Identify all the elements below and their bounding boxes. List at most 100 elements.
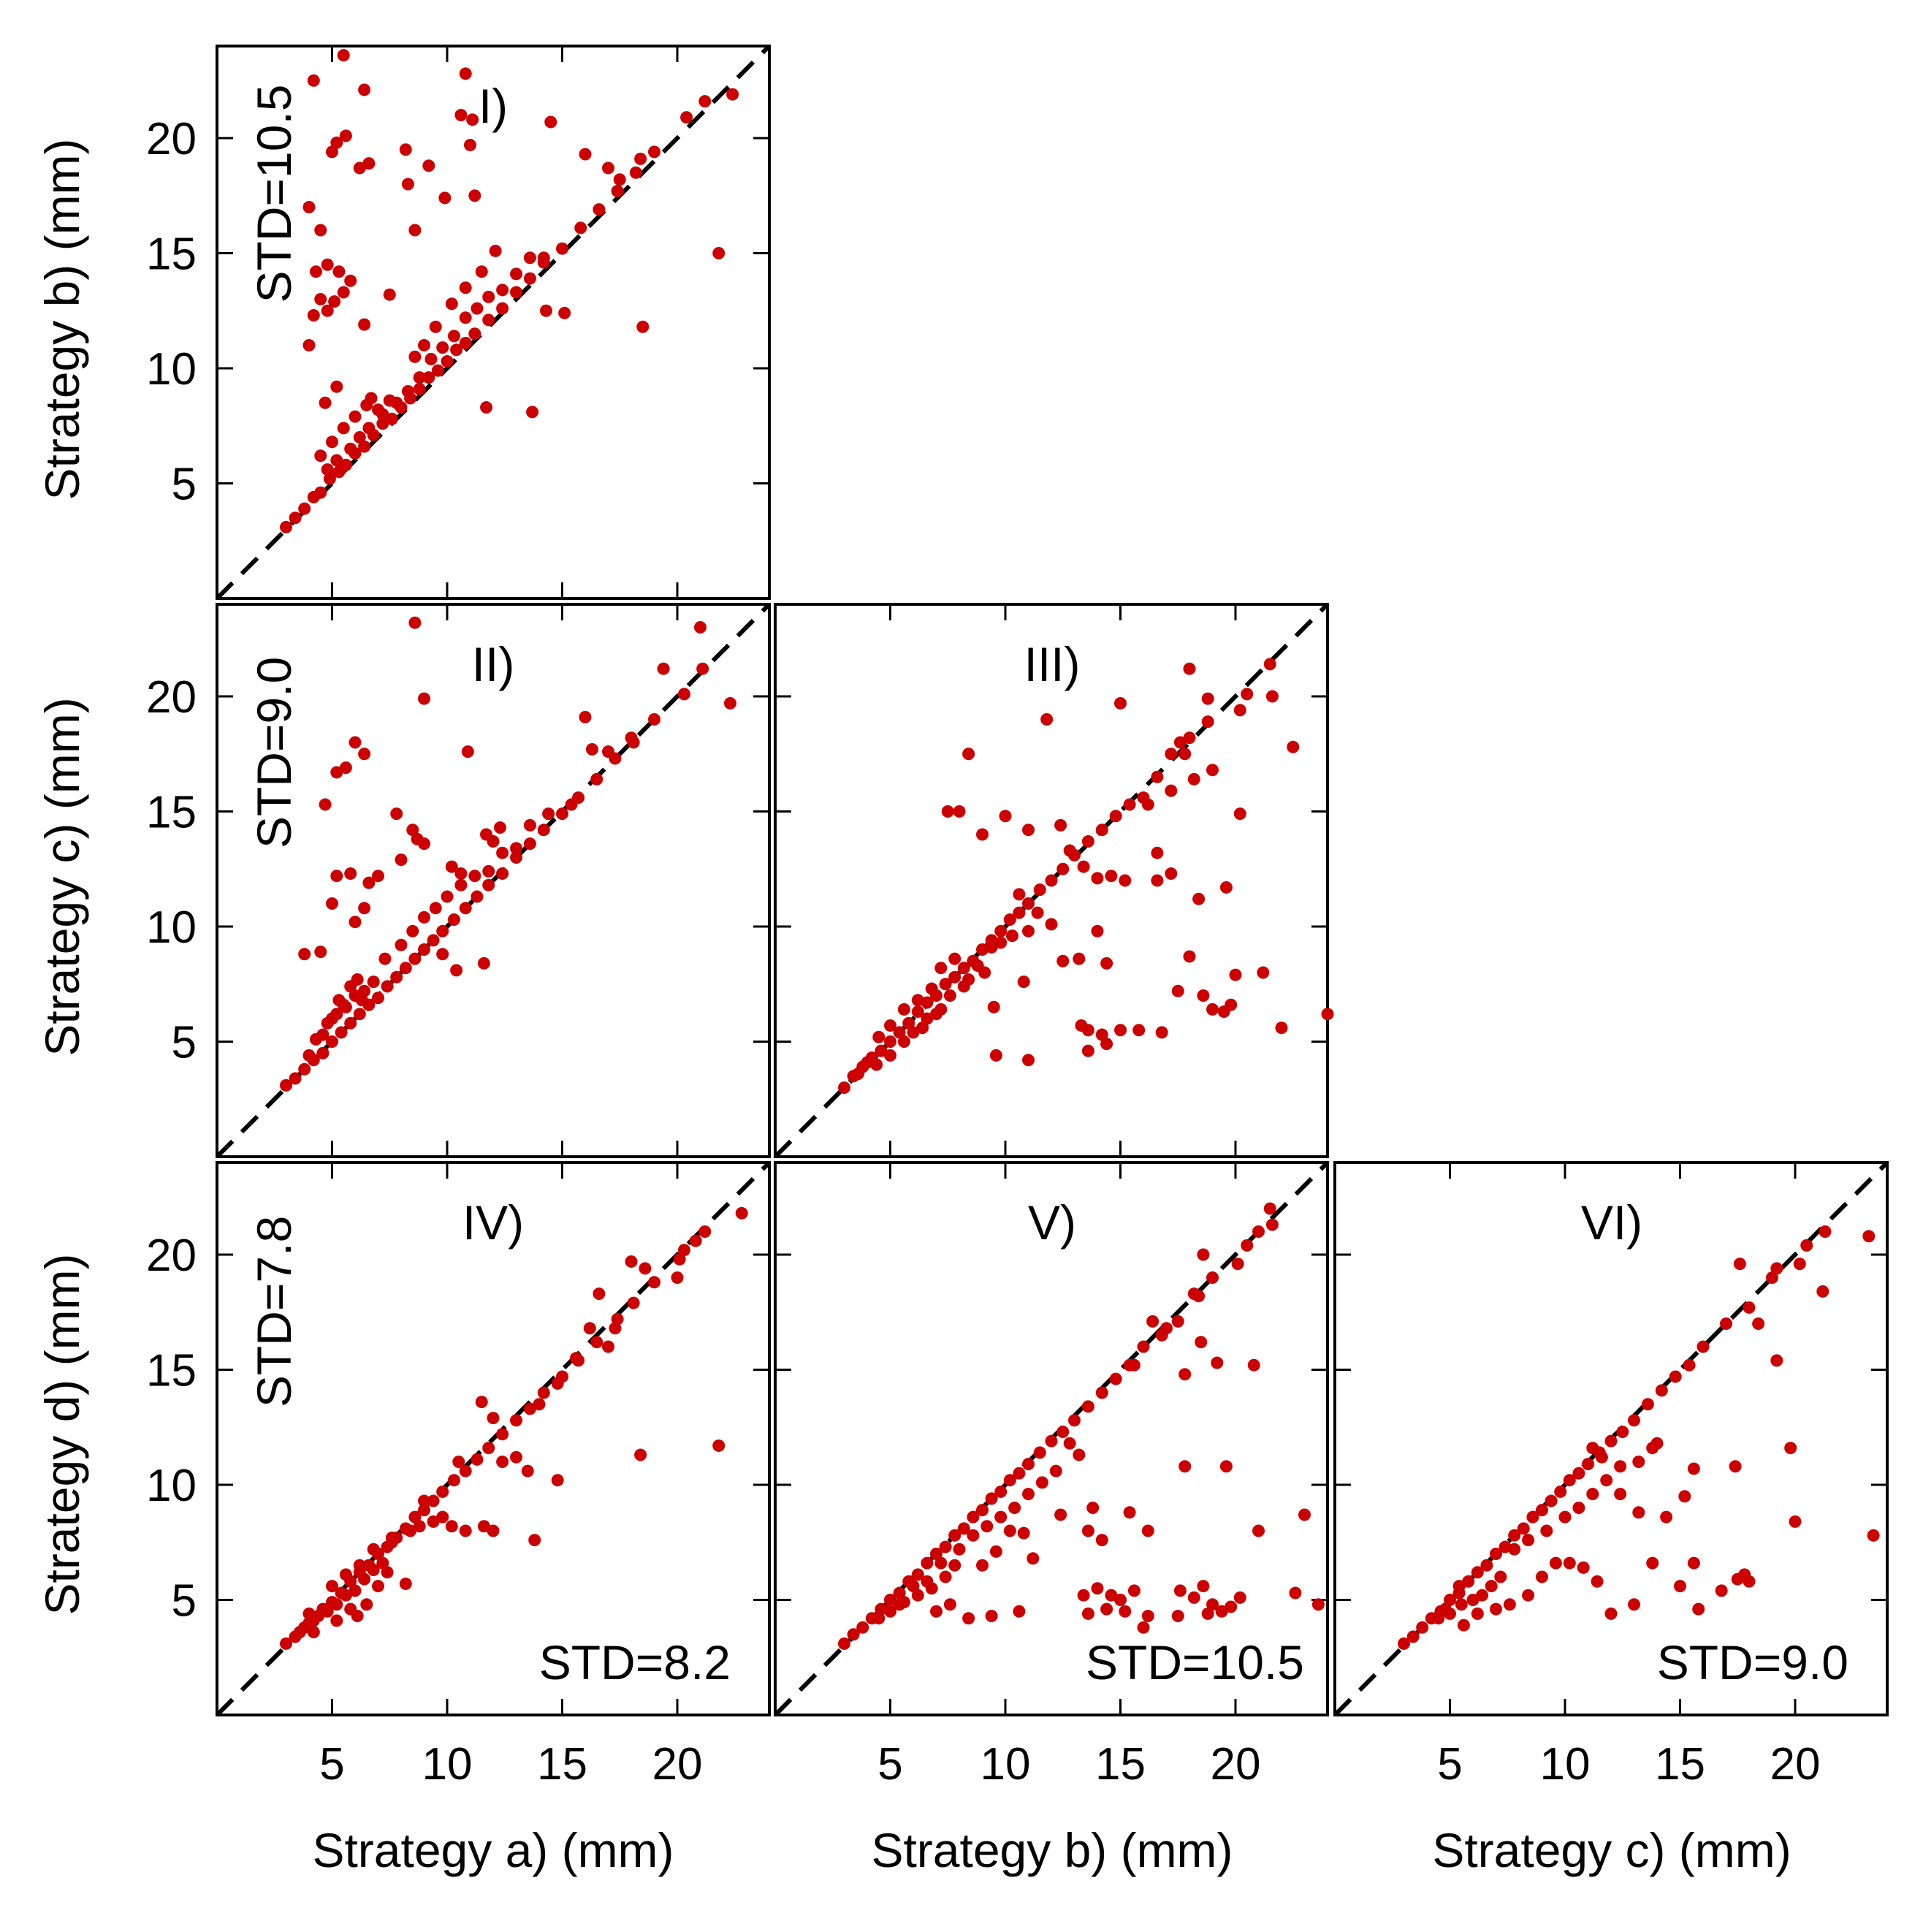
data-point [390,807,403,821]
y-tick-label: 10 [146,1461,197,1511]
data-point [957,962,970,975]
data-point [976,1504,989,1517]
data-point [1201,715,1214,729]
data-point [1439,1602,1452,1616]
data-point [471,890,484,903]
data-point [1077,1589,1090,1602]
data-point [1540,1524,1553,1537]
panel-label-III: III) [1024,637,1081,691]
row-std-label-3: STD=7.8 [247,1216,301,1407]
data-point [1471,1607,1484,1620]
y-tick-label: 15 [146,788,197,838]
data-point [316,1046,330,1060]
data-point [861,1056,874,1069]
data-point [459,281,472,294]
panel-label-VI: VI) [1581,1195,1642,1250]
data-point [1614,1488,1627,1501]
data-point [1171,984,1184,997]
panel-V: V) 5 10 15 20 [773,1160,1330,1790]
data-point [1572,1467,1585,1480]
data-point [735,1206,748,1220]
data-point [471,302,484,315]
data-point [1508,1529,1521,1542]
data-point [976,828,989,841]
y-tick-label: 5 [172,1576,197,1627]
data-point [406,824,419,837]
data-point [487,1524,500,1537]
data-point [1321,1008,1334,1021]
data-point [330,1598,343,1611]
data-point [953,805,966,818]
data-point [344,274,357,287]
data-point [280,1637,292,1650]
data-point [367,1543,380,1556]
data-point [639,1262,652,1275]
data-point [475,1396,488,1409]
data-point [1591,1575,1604,1588]
data-point [585,742,598,756]
data-point [1054,1508,1067,1521]
data-point [378,952,392,965]
data-point [602,1340,614,1353]
data-point [1075,1019,1088,1032]
data-point [372,870,384,883]
x-tick-label: 15 [1095,1739,1146,1790]
data-point [1545,1494,1558,1507]
data-point [957,1522,970,1535]
data-point [1137,1340,1150,1353]
x-tick-label: 20 [652,1739,703,1790]
data-point [1073,952,1086,965]
data-point [321,304,334,317]
data-point [574,221,587,235]
data-point [1114,696,1127,710]
data-point [1091,924,1104,938]
data-point [1022,1054,1035,1067]
data-point [376,408,389,421]
data-point [851,1068,864,1081]
y-tick-label: 5 [172,460,197,510]
data-point [362,157,376,170]
data-point [358,318,371,331]
data-point [634,1448,647,1461]
data-point [365,392,378,405]
data-point [450,964,463,977]
data-point [1650,1437,1664,1450]
data-point [1132,1024,1146,1037]
data-point [298,1062,311,1076]
data-point [551,1474,564,1487]
data-point [1800,1239,1813,1252]
panel-III: III) [773,602,1334,1159]
data-point [875,1044,888,1057]
data-point [1867,1529,1880,1542]
data-point [447,330,460,343]
data-point [408,224,422,237]
data-point [510,842,522,855]
data-point [978,966,991,979]
data-point [418,910,430,924]
data-point [1056,954,1070,967]
data-point [902,1016,915,1030]
data-point [1183,950,1196,963]
data-point [326,1580,338,1593]
data-point [943,1598,956,1611]
data-point [1031,906,1044,919]
data-point [1022,1458,1035,1471]
data-point [696,662,709,675]
data-point [1789,1515,1802,1528]
data-point [1095,824,1108,837]
data-point [1119,1605,1132,1618]
x-tick-label: 15 [1655,1739,1705,1790]
data-point [1687,1462,1700,1475]
data-point [1081,1400,1094,1413]
data-point [1017,975,1030,989]
data-point [436,341,449,354]
data-point [418,1504,430,1517]
data-point [1457,1619,1470,1632]
data-point [461,745,474,758]
data-point [482,290,495,303]
data-point [1137,1621,1150,1634]
x-tick-label: 10 [1540,1739,1591,1790]
data-point [1241,688,1254,701]
data-point [907,1026,920,1039]
data-point [1398,1637,1410,1650]
